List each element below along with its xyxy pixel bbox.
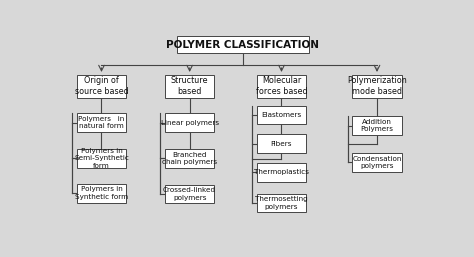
FancyBboxPatch shape bbox=[77, 113, 126, 132]
FancyBboxPatch shape bbox=[352, 116, 402, 135]
Text: POLYMER CLASSIFICATION: POLYMER CLASSIFICATION bbox=[166, 40, 319, 50]
Text: Condensation
polymers: Condensation polymers bbox=[352, 156, 401, 169]
Text: Polymerization
mode based: Polymerization mode based bbox=[347, 76, 407, 96]
Text: Thermosetting
polymers: Thermosetting polymers bbox=[255, 196, 308, 210]
FancyBboxPatch shape bbox=[165, 185, 214, 204]
FancyBboxPatch shape bbox=[257, 75, 306, 98]
Text: Crossed-linked
polymers: Crossed-linked polymers bbox=[163, 187, 216, 201]
Text: Fibers: Fibers bbox=[271, 141, 292, 147]
Text: Elastomers: Elastomers bbox=[261, 112, 301, 118]
Text: Origin of
source based: Origin of source based bbox=[74, 76, 128, 96]
Text: Polymers in
Semi-Synthetic
form: Polymers in Semi-Synthetic form bbox=[74, 148, 129, 169]
Text: Linear polymers: Linear polymers bbox=[161, 120, 219, 126]
FancyBboxPatch shape bbox=[77, 184, 126, 203]
FancyBboxPatch shape bbox=[177, 36, 309, 53]
FancyBboxPatch shape bbox=[352, 75, 402, 98]
FancyBboxPatch shape bbox=[257, 194, 306, 212]
FancyBboxPatch shape bbox=[352, 153, 402, 172]
FancyBboxPatch shape bbox=[257, 163, 306, 182]
FancyBboxPatch shape bbox=[165, 113, 214, 132]
FancyBboxPatch shape bbox=[165, 75, 214, 98]
Text: Branched
chain polymers: Branched chain polymers bbox=[162, 152, 217, 165]
Text: Polymers   in
natural form: Polymers in natural form bbox=[78, 116, 125, 130]
FancyBboxPatch shape bbox=[257, 106, 306, 124]
Text: Addition
Polymers: Addition Polymers bbox=[361, 119, 393, 132]
FancyBboxPatch shape bbox=[165, 149, 214, 168]
Text: Structure
based: Structure based bbox=[171, 76, 209, 96]
Text: Polymers in
Synthetic form: Polymers in Synthetic form bbox=[75, 187, 128, 200]
FancyBboxPatch shape bbox=[77, 149, 126, 168]
Text: Thermoplastics: Thermoplastics bbox=[254, 169, 309, 175]
FancyBboxPatch shape bbox=[257, 134, 306, 153]
FancyBboxPatch shape bbox=[77, 75, 126, 98]
Text: Molecular
forces based: Molecular forces based bbox=[255, 76, 307, 96]
